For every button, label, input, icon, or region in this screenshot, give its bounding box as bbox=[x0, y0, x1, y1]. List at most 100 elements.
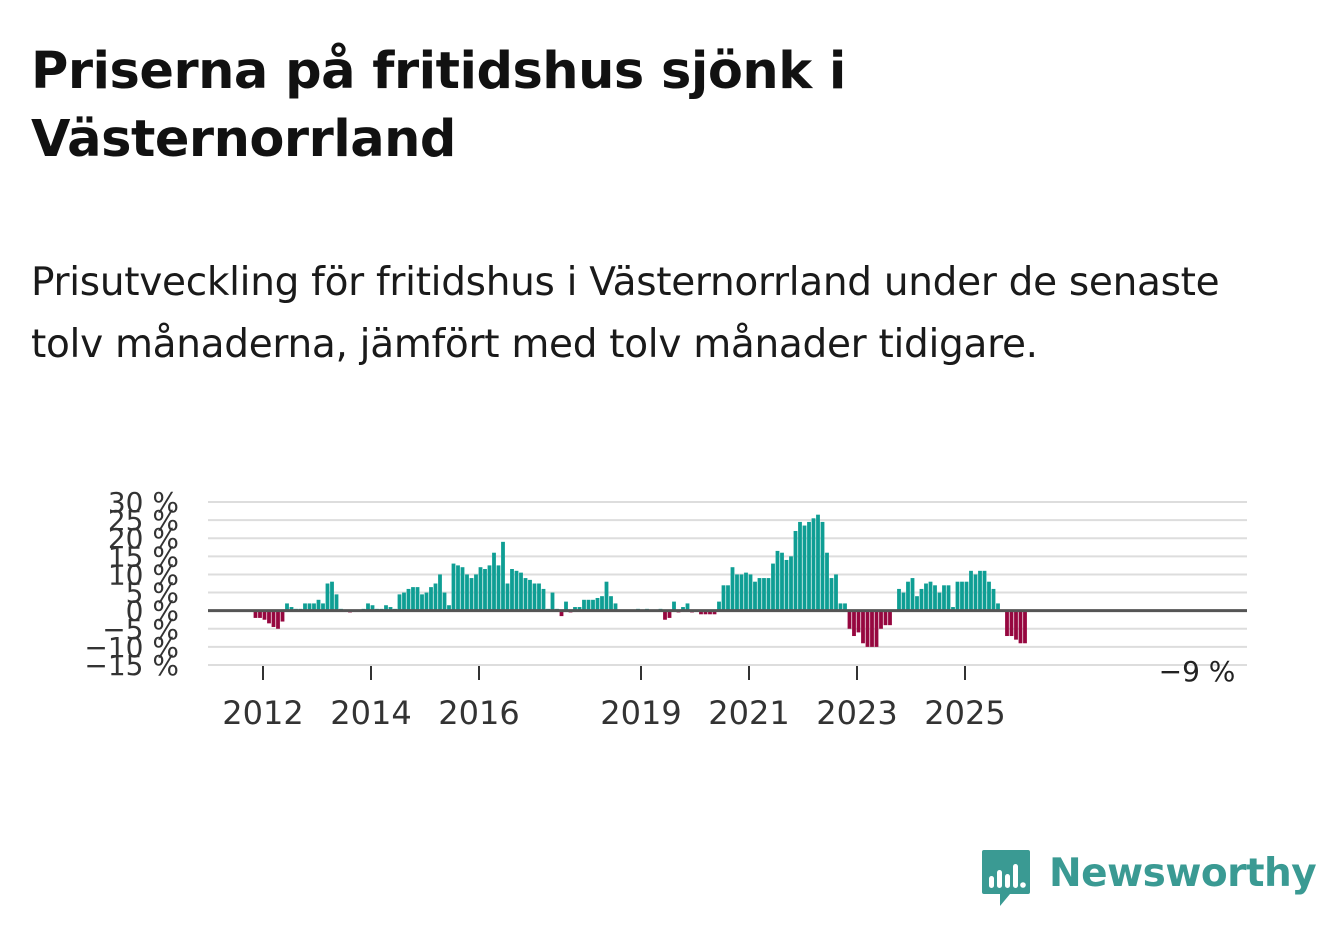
bar bbox=[937, 592, 942, 611]
bar bbox=[672, 601, 676, 611]
bar bbox=[303, 603, 307, 611]
bar bbox=[537, 583, 541, 611]
bar bbox=[987, 581, 991, 611]
bar bbox=[748, 574, 753, 611]
bar bbox=[735, 574, 739, 611]
bar bbox=[829, 578, 834, 611]
bar bbox=[285, 603, 289, 611]
bar bbox=[501, 541, 505, 611]
bar bbox=[604, 581, 609, 611]
bar bbox=[969, 570, 973, 611]
bar bbox=[825, 552, 829, 611]
y-tick-label: 25 % bbox=[108, 504, 179, 537]
bar bbox=[924, 583, 928, 611]
bar bbox=[784, 559, 789, 611]
bar bbox=[442, 592, 447, 611]
bar bbox=[469, 578, 474, 611]
bar bbox=[388, 607, 393, 611]
bar bbox=[451, 563, 456, 611]
bar bbox=[514, 570, 519, 611]
bar bbox=[325, 583, 330, 611]
bar bbox=[915, 596, 919, 611]
y-tick-label: −5 % bbox=[102, 613, 179, 646]
bar bbox=[253, 610, 258, 618]
bar bbox=[496, 565, 501, 611]
bar bbox=[447, 605, 451, 611]
bar bbox=[582, 599, 586, 611]
bar bbox=[483, 569, 487, 611]
bar bbox=[586, 599, 591, 611]
bar bbox=[901, 592, 906, 611]
bar bbox=[762, 578, 766, 611]
bar bbox=[510, 569, 514, 611]
brand-name: Newsworthy bbox=[1049, 851, 1317, 896]
y-tick-label: 0 % bbox=[126, 595, 179, 628]
bar bbox=[424, 592, 429, 611]
bar bbox=[942, 585, 946, 611]
bar bbox=[816, 514, 820, 611]
bar bbox=[334, 594, 339, 611]
bar bbox=[411, 587, 415, 611]
bar bbox=[420, 594, 424, 611]
x-tick-label: 2012 bbox=[222, 694, 303, 732]
bar bbox=[951, 607, 955, 611]
bar bbox=[906, 581, 910, 611]
bar bbox=[838, 603, 843, 611]
bar bbox=[492, 552, 496, 611]
bar bbox=[397, 594, 402, 611]
bar bbox=[258, 610, 262, 618]
bar bbox=[1005, 610, 1009, 637]
bar bbox=[883, 610, 888, 626]
bar bbox=[316, 599, 321, 611]
bar bbox=[267, 610, 271, 624]
bar bbox=[1014, 610, 1018, 640]
x-tick-label: 2014 bbox=[330, 694, 411, 732]
bar bbox=[402, 592, 406, 611]
bar bbox=[321, 603, 325, 611]
bar bbox=[487, 565, 492, 611]
bar bbox=[532, 583, 537, 611]
bar bbox=[609, 596, 613, 611]
bar bbox=[505, 583, 510, 611]
x-tick-label: 2025 bbox=[924, 694, 1005, 732]
bar bbox=[460, 567, 465, 611]
bar bbox=[591, 599, 595, 611]
bar bbox=[478, 567, 483, 611]
bar bbox=[757, 578, 762, 611]
bar bbox=[685, 603, 690, 611]
bar bbox=[978, 570, 982, 611]
bar bbox=[730, 567, 735, 611]
bar bbox=[861, 610, 865, 644]
bar bbox=[1023, 610, 1027, 644]
bar bbox=[577, 607, 582, 611]
bar bbox=[519, 572, 523, 611]
bar bbox=[798, 521, 802, 611]
bar bbox=[811, 518, 816, 611]
x-tick-label: 2016 bbox=[438, 694, 519, 732]
bar bbox=[960, 581, 964, 611]
bar bbox=[802, 525, 807, 611]
x-tick-label: 2021 bbox=[708, 694, 789, 732]
bar bbox=[775, 550, 780, 611]
bar bbox=[856, 610, 861, 633]
y-tick-label: 5 % bbox=[126, 577, 179, 610]
bar bbox=[780, 552, 784, 611]
bar bbox=[870, 610, 874, 647]
bar bbox=[262, 610, 267, 620]
y-tick-label: 10 % bbox=[108, 558, 179, 591]
x-tick-label: 2019 bbox=[600, 694, 681, 732]
y-tick-label: −10 % bbox=[84, 631, 179, 664]
bar bbox=[289, 607, 294, 611]
bars bbox=[253, 514, 1027, 647]
bar bbox=[415, 587, 420, 611]
bar bbox=[928, 581, 933, 611]
bar bbox=[744, 572, 748, 611]
chart-title: Priserna på fritidshus sjönk i Västernor… bbox=[31, 42, 846, 169]
bar bbox=[708, 610, 712, 615]
bar bbox=[721, 585, 726, 611]
bar bbox=[528, 579, 532, 611]
y-tick-label: 20 % bbox=[108, 522, 179, 555]
bar bbox=[834, 574, 838, 611]
bar bbox=[793, 530, 798, 611]
bar bbox=[703, 610, 708, 615]
